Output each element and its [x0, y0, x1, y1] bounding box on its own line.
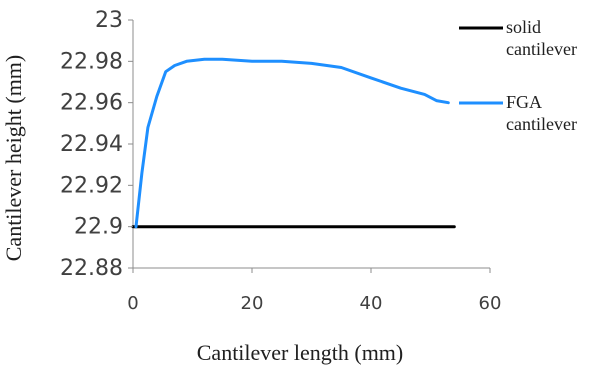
- legend-label-fga-cantilever: FGA cantilever: [506, 92, 577, 134]
- y-tick-label: 22.94: [60, 132, 123, 157]
- series-line-fga-cantilever: [134, 57, 450, 229]
- y-tick-label: 23: [95, 8, 123, 33]
- y-tick-label: 22.98: [60, 49, 123, 74]
- y-tick-label: 22.92: [60, 173, 123, 198]
- x-axis-title: Cantilever length (mm): [197, 340, 404, 365]
- legend-label-solid-cantilever: solid cantilever: [506, 17, 577, 59]
- legend: solid cantilever FGA cantilever: [459, 17, 577, 134]
- x-tick-label: 20: [241, 293, 264, 314]
- y-axis-title: Cantilever height (mm): [1, 55, 26, 262]
- y-axis-ticks: 22.88 22.9 22.92 22.94 22.96 22.98 23: [60, 8, 133, 281]
- x-tick-label: 40: [360, 293, 383, 314]
- plot-area: [131, 20, 490, 269]
- x-tick-label: 0: [127, 293, 138, 314]
- y-tick-label: 22.9: [74, 215, 123, 240]
- x-tick-label: 60: [479, 293, 502, 314]
- x-axis-ticks: 0 20 40 60: [127, 268, 501, 314]
- y-tick-label: 22.96: [60, 91, 123, 116]
- y-tick-label: 22.88: [60, 256, 123, 281]
